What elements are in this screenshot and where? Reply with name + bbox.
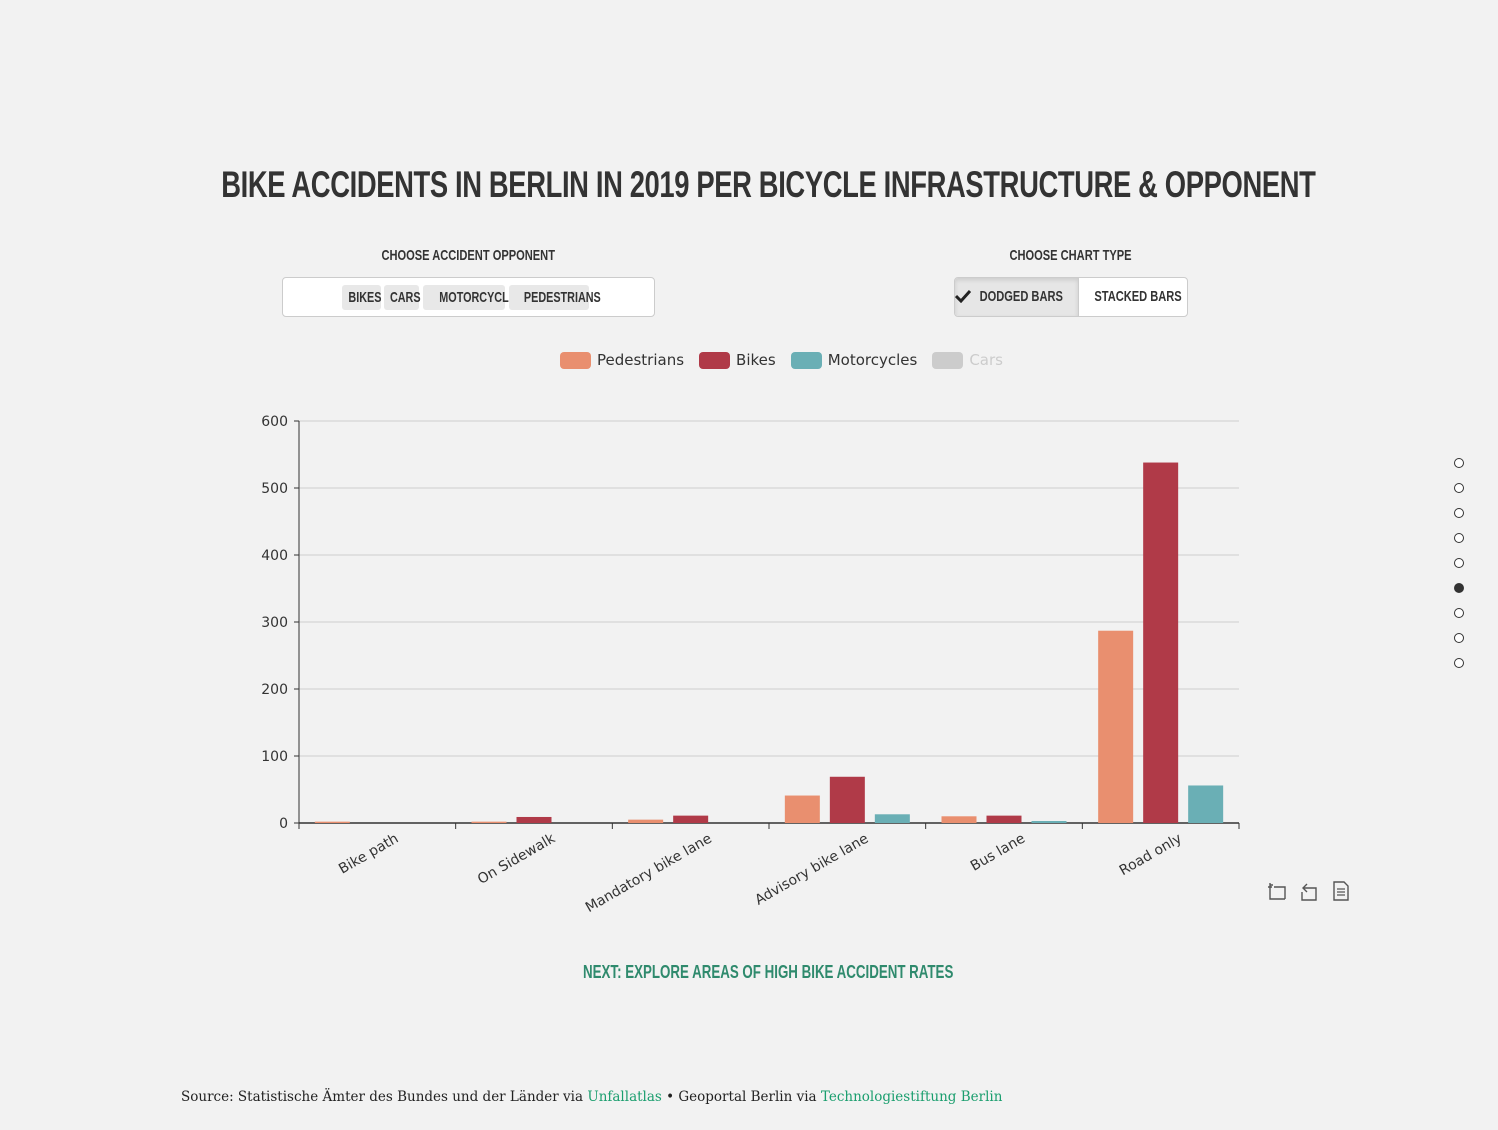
page-nav-dot[interactable]	[1454, 458, 1464, 468]
page-nav-dot[interactable]	[1454, 558, 1464, 568]
source-footer: Source: Statistische Ämter des Bundes un…	[181, 1089, 1003, 1105]
bar-bikes-2	[673, 815, 709, 823]
bar-pedestrians-2	[628, 819, 664, 823]
bar-pedestrians-4	[941, 816, 977, 823]
check-icon	[955, 289, 972, 304]
bar-bikes-4	[986, 815, 1022, 823]
page-nav-dot[interactable]	[1454, 633, 1464, 643]
y-tick-label: 100	[261, 749, 288, 765]
bar-pedestrians-0	[314, 821, 350, 823]
x-category-label: Bike path	[336, 831, 401, 878]
legend-item-cars[interactable]: Cars	[932, 351, 1003, 369]
x-category-label: Bus lane	[968, 831, 1028, 875]
page-nav-dot[interactable]	[1454, 533, 1464, 543]
legend-swatch	[560, 351, 591, 369]
technologiestiftung-link[interactable]: Technologiestiftung Berlin	[820, 1089, 1003, 1105]
opponent-select[interactable]: BIKES CARS MOTORCYCLES PEDESTRIANS	[282, 277, 655, 317]
bar-motorcycles-5	[1188, 785, 1224, 823]
y-tick-label: 0	[279, 816, 288, 832]
charttype-label: CHOOSE CHART TYPE	[1009, 247, 1133, 264]
legend-swatch	[932, 351, 964, 369]
x-category-label: Mandatory bike lane	[583, 831, 715, 916]
bar-bikes-1	[516, 816, 552, 823]
bar-bikes-3	[829, 776, 865, 823]
y-tick-label: 500	[261, 481, 288, 497]
x-category-label: Road only	[1117, 831, 1185, 879]
legend-swatch	[790, 351, 822, 369]
data-view-icon[interactable]	[1330, 880, 1352, 902]
x-category-label: Advisory bike lane	[752, 831, 871, 909]
bar-bikes-5	[1143, 462, 1179, 823]
page-nav-dot[interactable]	[1454, 483, 1464, 493]
y-tick-label: 300	[261, 615, 288, 631]
legend-item-motorcycles[interactable]: Motorcycles	[790, 351, 917, 369]
bar-motorcycles-3	[874, 814, 910, 823]
y-tick-label: 600	[261, 414, 288, 430]
tag-motorcycles[interactable]: MOTORCYCLES	[423, 285, 523, 310]
opponent-label: CHOOSE ACCIDENT OPPONENT	[381, 247, 556, 264]
charttype-toggle[interactable]: DODGED BARS STACKED BARS	[954, 277, 1188, 317]
legend-item-bikes[interactable]: Bikes	[699, 351, 776, 369]
unfallatlas-link[interactable]: Unfallatlas	[587, 1089, 662, 1105]
next-section-link[interactable]: NEXT: EXPLORE AREAS OF HIGH BIKE ACCIDEN…	[582, 962, 954, 982]
page-nav-dot[interactable]	[1454, 608, 1464, 618]
bar-pedestrians-5	[1098, 630, 1134, 823]
bar-motorcycles-4	[1031, 820, 1067, 823]
tag-pedestrians[interactable]: PEDESTRIANS	[509, 285, 601, 310]
bar-pedestrians-1	[471, 821, 507, 823]
y-tick-label: 200	[261, 682, 288, 698]
restore-icon[interactable]	[1298, 880, 1320, 902]
legend-item-pedestrians[interactable]: Pedestrians	[560, 351, 684, 369]
tag-cars[interactable]: CARS	[384, 285, 421, 310]
page-nav-dot[interactable]	[1454, 508, 1464, 518]
zoom-icon[interactable]	[1266, 880, 1288, 902]
tag-bikes[interactable]: BIKES	[342, 285, 381, 310]
stacked-bars-button[interactable]: STACKED BARS	[1094, 288, 1182, 305]
chart-legend: Pedestrians Bikes Motorcycles Cars	[560, 349, 1018, 371]
page-nav-dot[interactable]	[1454, 583, 1464, 593]
bar-pedestrians-3	[784, 795, 820, 823]
dodged-bars-button[interactable]: DODGED BARS	[955, 278, 1079, 316]
x-category-label: On Sidewalk	[475, 830, 559, 888]
page-nav-dot[interactable]	[1454, 658, 1464, 668]
y-tick-label: 400	[261, 548, 288, 564]
page-title: BIKE ACCIDENTS IN BERLIN IN 2019 PER BIC…	[220, 164, 1316, 205]
legend-swatch	[699, 351, 731, 369]
